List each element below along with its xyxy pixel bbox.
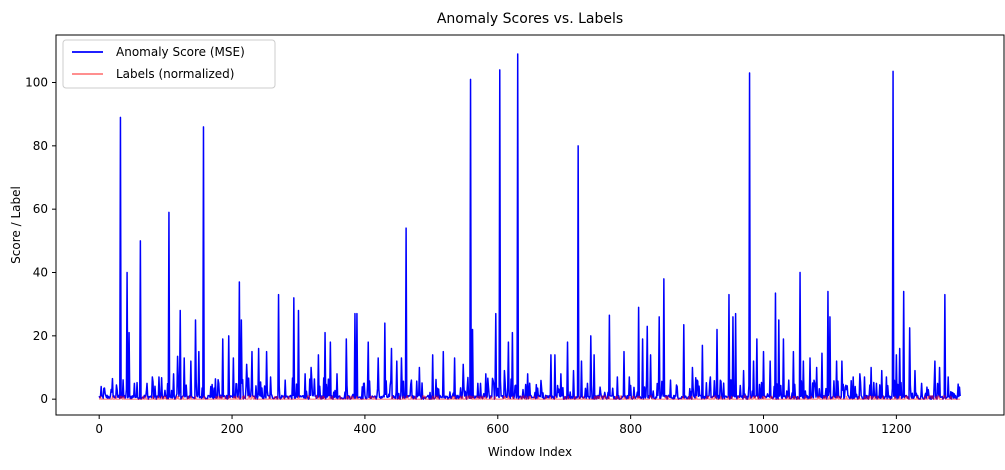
legend-box (62, 39, 276, 89)
y-tick-label: 60 (33, 202, 48, 216)
plot-area (98, 53, 961, 400)
x-tick-label: 600 (486, 422, 509, 436)
y-tick-label: 20 (33, 329, 48, 343)
chart-title: Anomaly Scores vs. Labels (437, 11, 623, 27)
x-axis: 0 200 400 600 800 1000 1200 (95, 415, 912, 436)
x-tick-label: 800 (619, 422, 642, 436)
y-tick-label: 40 (33, 266, 48, 280)
y-axis-title: Score / Label (9, 186, 23, 264)
x-tick-label: 0 (95, 422, 103, 436)
plot-frame (55, 34, 1005, 416)
series-line-anomaly-score (98, 53, 961, 400)
legend-label-labels: Labels (normalized) (116, 67, 234, 81)
x-tick-label: 1000 (748, 422, 779, 436)
series-line-labels (99, 395, 961, 400)
x-tick-label: 400 (353, 422, 376, 436)
x-tick-label: 200 (221, 422, 244, 436)
x-axis-title: Window Index (488, 445, 572, 459)
x-tick-label: 1200 (881, 422, 912, 436)
y-axis: 0 20 40 60 80 100 (25, 76, 56, 406)
legend: Anomaly Score (MSE) Labels (normalized) (62, 39, 276, 89)
legend-label-anomaly-score: Anomaly Score (MSE) (116, 45, 245, 59)
y-tick-label: 0 (40, 392, 48, 406)
y-tick-label: 80 (33, 139, 48, 153)
y-tick-label: 100 (25, 76, 48, 90)
